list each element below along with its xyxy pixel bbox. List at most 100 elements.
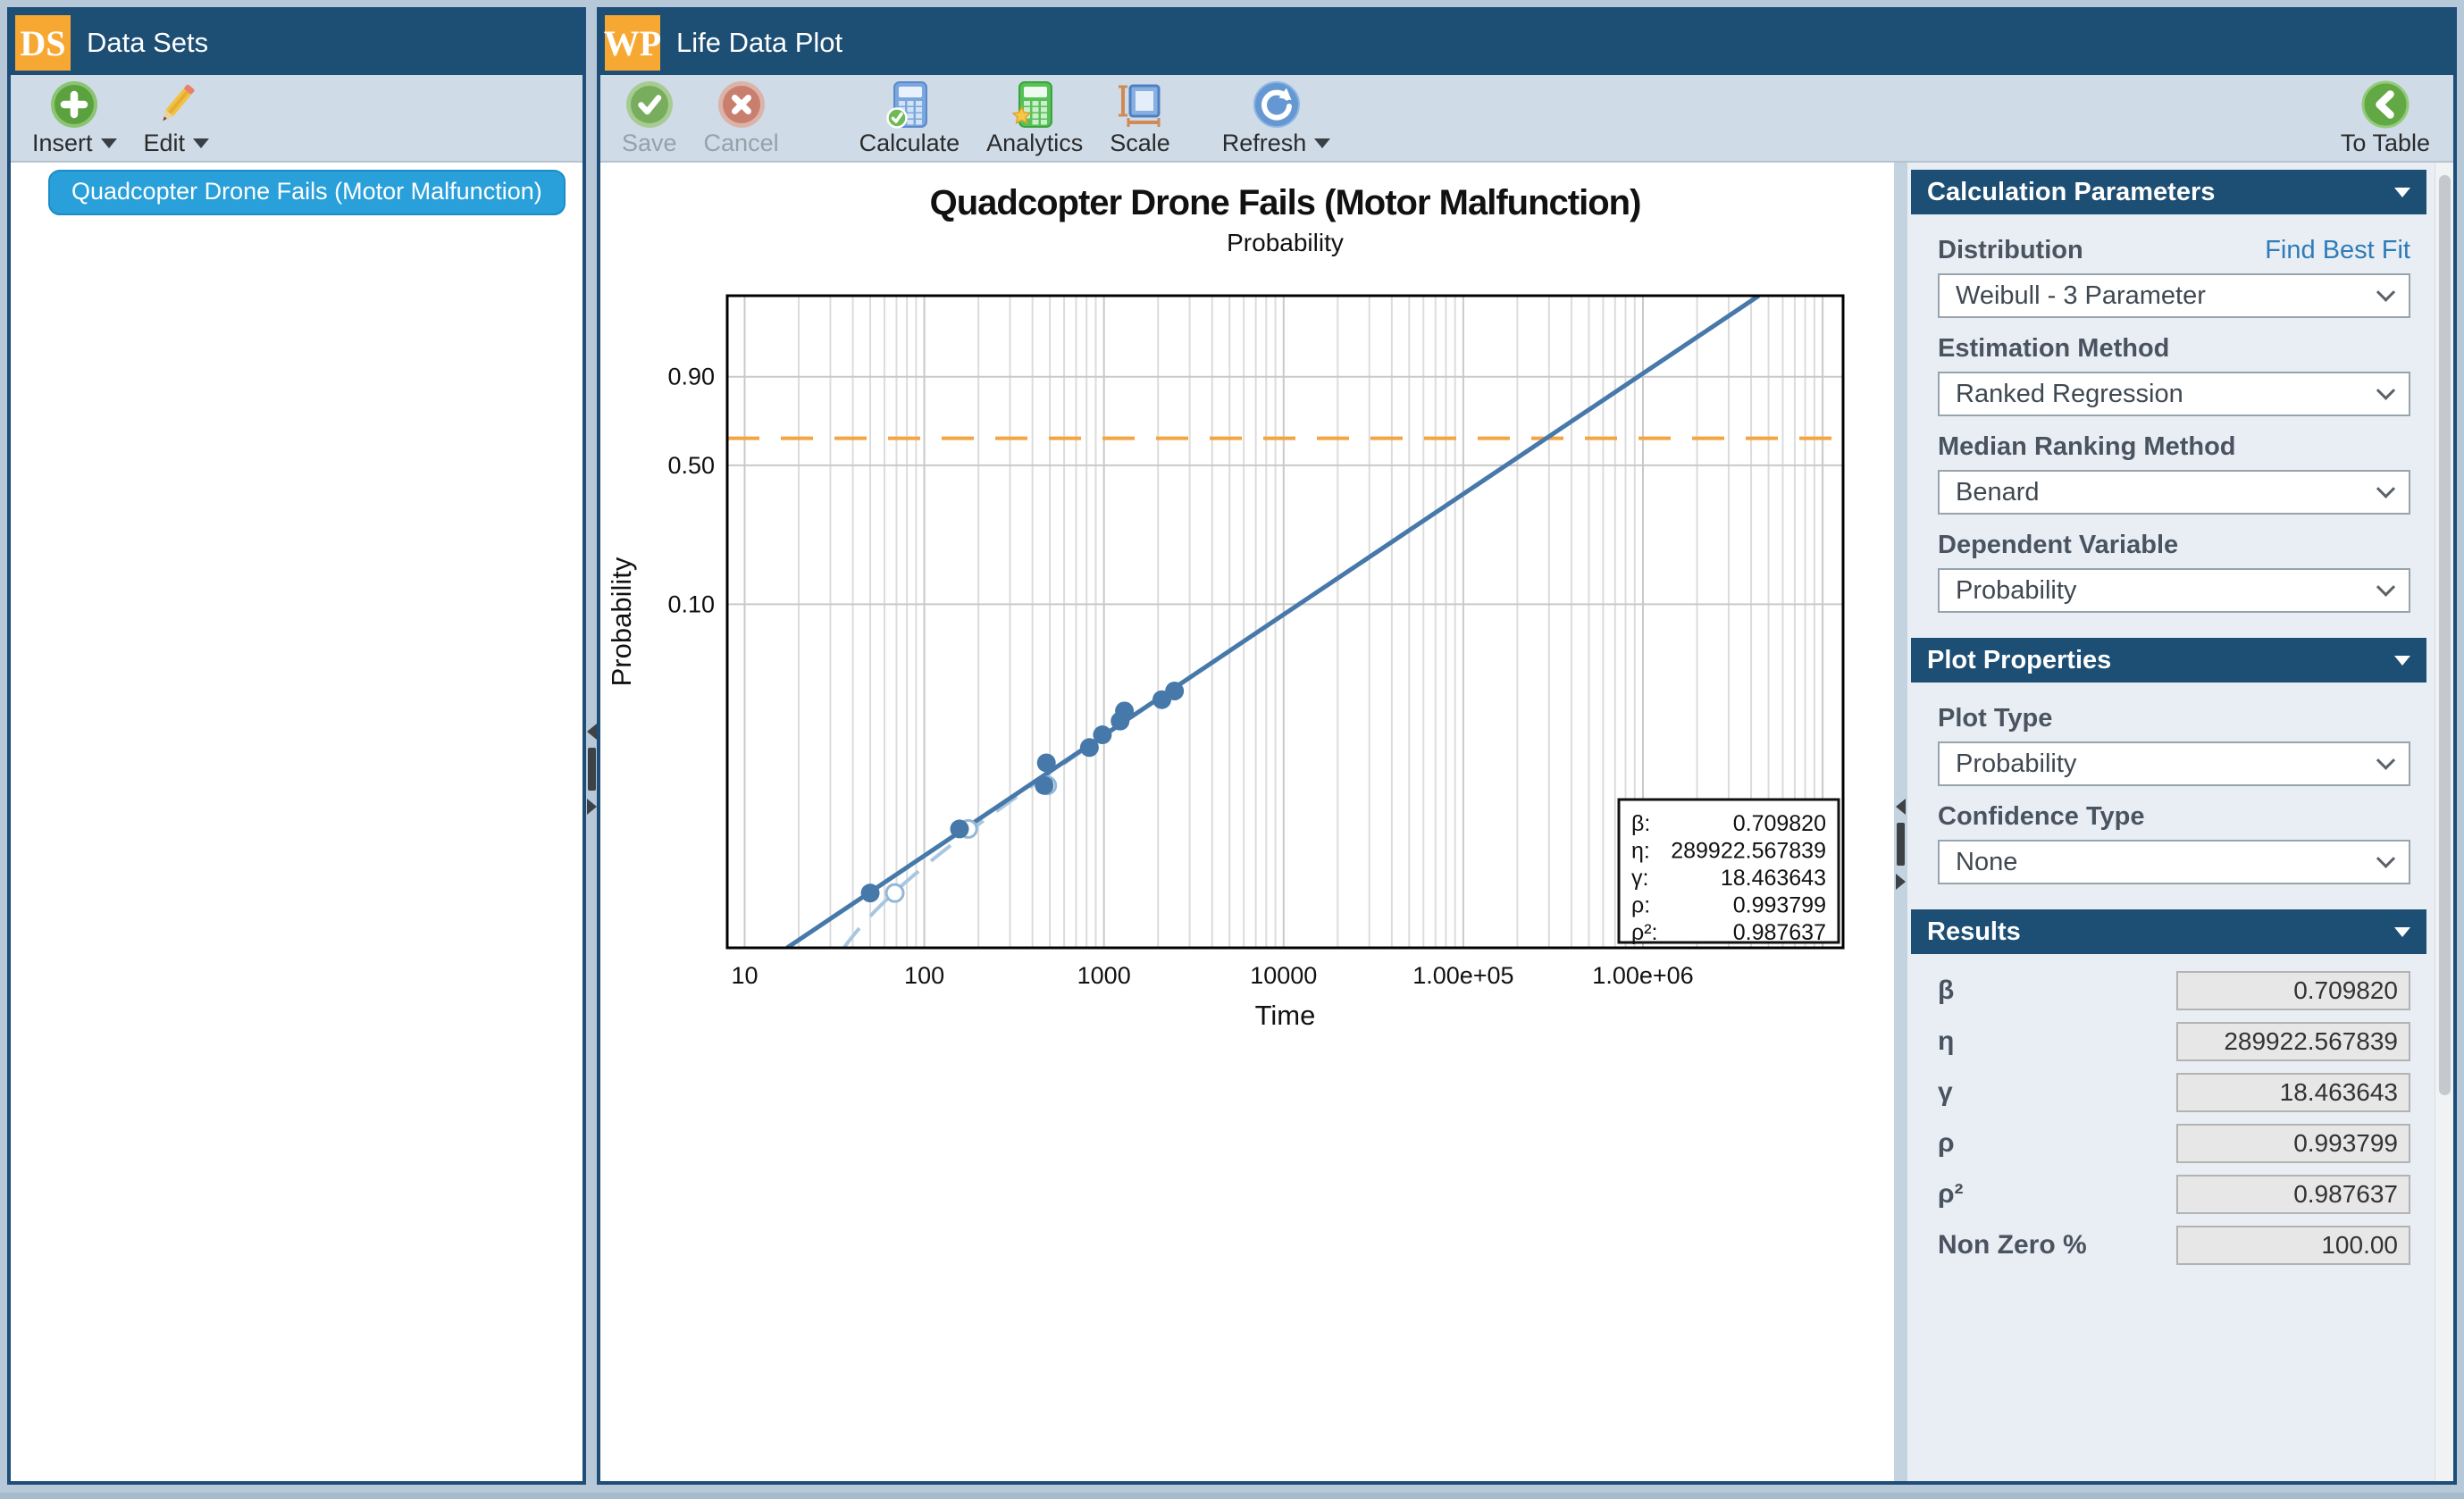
calculator-check-icon xyxy=(886,80,927,129)
chevron-down-icon xyxy=(2376,750,2396,770)
datasets-list: Quadcopter Drone Fails (Motor Malfunctio… xyxy=(11,163,582,1481)
parameters-sidebar: Calculation Parameters Distribution Find… xyxy=(1907,163,2453,1481)
section-plot-properties[interactable]: Plot Properties xyxy=(1911,638,2426,683)
chevron-down-icon xyxy=(2376,381,2396,400)
parameters-box xyxy=(1617,798,1840,944)
non-zero-label: Non Zero % xyxy=(1938,1230,2087,1260)
parameter-value: 0.987637 xyxy=(1733,920,1826,945)
beta-value: 0.709820 xyxy=(2176,971,2410,1010)
data-point xyxy=(1165,682,1185,701)
scrollbar-thumb[interactable] xyxy=(2439,175,2451,1095)
chevron-down-icon xyxy=(2376,577,2396,597)
calculate-label: Calculate xyxy=(859,129,960,156)
section-title: Calculation Parameters xyxy=(1927,177,2216,206)
find-best-fit-link[interactable]: Find Best Fit xyxy=(2265,236,2410,264)
weibull-probability-plot: Quadcopter Drone Fails (Motor Malfunctio… xyxy=(606,183,1845,1031)
datasets-panel-title: Data Sets xyxy=(87,27,209,58)
window-bottom-edge xyxy=(0,1493,2464,1499)
collapse-caret-icon xyxy=(2394,655,2410,666)
plot-area: Quadcopter Drone Fails (Motor Malfunctio… xyxy=(600,163,1894,1481)
expand-right-icon xyxy=(586,799,597,815)
parameter-label: ρ²: xyxy=(1631,920,1658,945)
datasets-panel: DS Data Sets Insert xyxy=(7,7,586,1485)
insert-menu-caret xyxy=(100,138,117,148)
dataset-item[interactable]: Quadcopter Drone Fails (Motor Malfunctio… xyxy=(48,170,566,215)
result-row-non-zero: Non Zero % 100.00 xyxy=(1938,1226,2410,1265)
splitter-grip xyxy=(1897,823,1905,866)
plot-badge: WP xyxy=(604,15,661,71)
parameter-label: ρ: xyxy=(1631,893,1650,918)
pencil-icon xyxy=(163,84,195,121)
data-point xyxy=(1079,738,1099,758)
refresh-icon xyxy=(1253,80,1300,128)
rho-squared-value: 0.987637 xyxy=(2176,1175,2410,1214)
plot-toolbar: Save Cancel xyxy=(600,75,2453,163)
x-tick-label: 10 xyxy=(731,962,758,989)
edit-menu-caret xyxy=(193,138,210,148)
calculate-button[interactable]: Calculate xyxy=(859,80,960,157)
parameter-value: 0.709820 xyxy=(1733,811,1826,836)
chevron-down-icon xyxy=(2376,282,2396,302)
scale-button[interactable]: Scale xyxy=(1110,80,1170,157)
distribution-select[interactable]: Weibull - 3 Parameter xyxy=(1938,273,2410,318)
plot-data-layer xyxy=(727,296,1843,948)
to-table-button[interactable]: To Table xyxy=(2341,80,2430,157)
scale-ruler-icon xyxy=(1118,84,1161,127)
parameter-value: 18.463643 xyxy=(1721,866,1826,891)
parameter-label: β: xyxy=(1631,811,1650,836)
rho-value: 0.993799 xyxy=(2176,1124,2410,1163)
rho-label: ρ xyxy=(1938,1128,1955,1158)
analytics-label: Analytics xyxy=(986,129,1084,156)
left-splitter xyxy=(586,7,597,1485)
chevron-down-icon xyxy=(2376,849,2396,868)
collapse-caret-icon xyxy=(2394,926,2410,937)
result-row-beta: β 0.709820 xyxy=(1938,971,2410,1010)
refresh-button[interactable]: Refresh xyxy=(1222,80,1331,157)
datasets-toolbar: Insert Edit xyxy=(11,75,582,163)
sidebar-splitter xyxy=(1894,163,1907,1481)
dependent-variable-select[interactable]: Probability xyxy=(1938,568,2410,613)
median-ranking-method-select[interactable]: Benard xyxy=(1938,470,2410,515)
data-point xyxy=(1093,725,1112,745)
x-tick-label: 1.00e+06 xyxy=(1592,962,1693,989)
parameter-value: 289922.567839 xyxy=(1671,839,1826,864)
cancel-button[interactable]: Cancel xyxy=(704,80,779,157)
refresh-menu-caret xyxy=(1314,138,1331,148)
dependent-variable-label: Dependent Variable xyxy=(1938,531,2179,559)
beta-label: β xyxy=(1938,976,1955,1005)
edit-button[interactable]: Edit xyxy=(144,80,210,157)
collapse-left-icon xyxy=(586,724,597,740)
gamma-label: γ xyxy=(1938,1077,1953,1107)
insert-label: Insert xyxy=(32,130,117,157)
gamma-value: 18.463643 xyxy=(2176,1073,2410,1112)
save-button[interactable]: Save xyxy=(622,80,677,157)
y-tick-label: 0.10 xyxy=(667,590,715,617)
result-row-rho: ρ 0.993799 xyxy=(1938,1124,2410,1163)
data-point xyxy=(950,819,969,839)
x-tick-label: 1.00e+05 xyxy=(1412,962,1513,989)
eta-value: 289922.567839 xyxy=(2176,1022,2410,1061)
chart-title: Quadcopter Drone Fails (Motor Malfunctio… xyxy=(930,183,1641,222)
confidence-type-select[interactable]: None xyxy=(1938,840,2410,884)
sidebar-scrollbar[interactable] xyxy=(2435,163,2453,1481)
y-tick-label: 0.90 xyxy=(667,364,715,390)
datasets-panel-header: DS Data Sets xyxy=(11,11,582,75)
left-splitter-handle[interactable] xyxy=(586,724,597,815)
section-calculation-parameters[interactable]: Calculation Parameters xyxy=(1911,170,2426,214)
section-results[interactable]: Results xyxy=(1911,909,2426,954)
y-tick-label: 0.50 xyxy=(667,452,715,479)
save-label: Save xyxy=(622,129,677,156)
estimation-method-select[interactable]: Ranked Regression xyxy=(1938,372,2410,416)
sidebar-splitter-handle[interactable] xyxy=(1896,799,1906,890)
distribution-label: Distribution xyxy=(1938,236,2083,264)
rho-squared-label: ρ² xyxy=(1938,1179,1964,1209)
plot-panel-title: Life Data Plot xyxy=(676,27,843,58)
insert-button[interactable]: Insert xyxy=(32,80,117,157)
section-title: Results xyxy=(1927,917,2021,946)
eta-label: η xyxy=(1938,1026,1955,1056)
calculator-star-icon xyxy=(1011,80,1053,128)
collapse-left-icon xyxy=(1896,799,1906,815)
plot-type-select[interactable]: Probability xyxy=(1938,741,2410,786)
parameter-label: η: xyxy=(1631,839,1650,864)
analytics-button[interactable]: Analytics xyxy=(986,80,1083,157)
